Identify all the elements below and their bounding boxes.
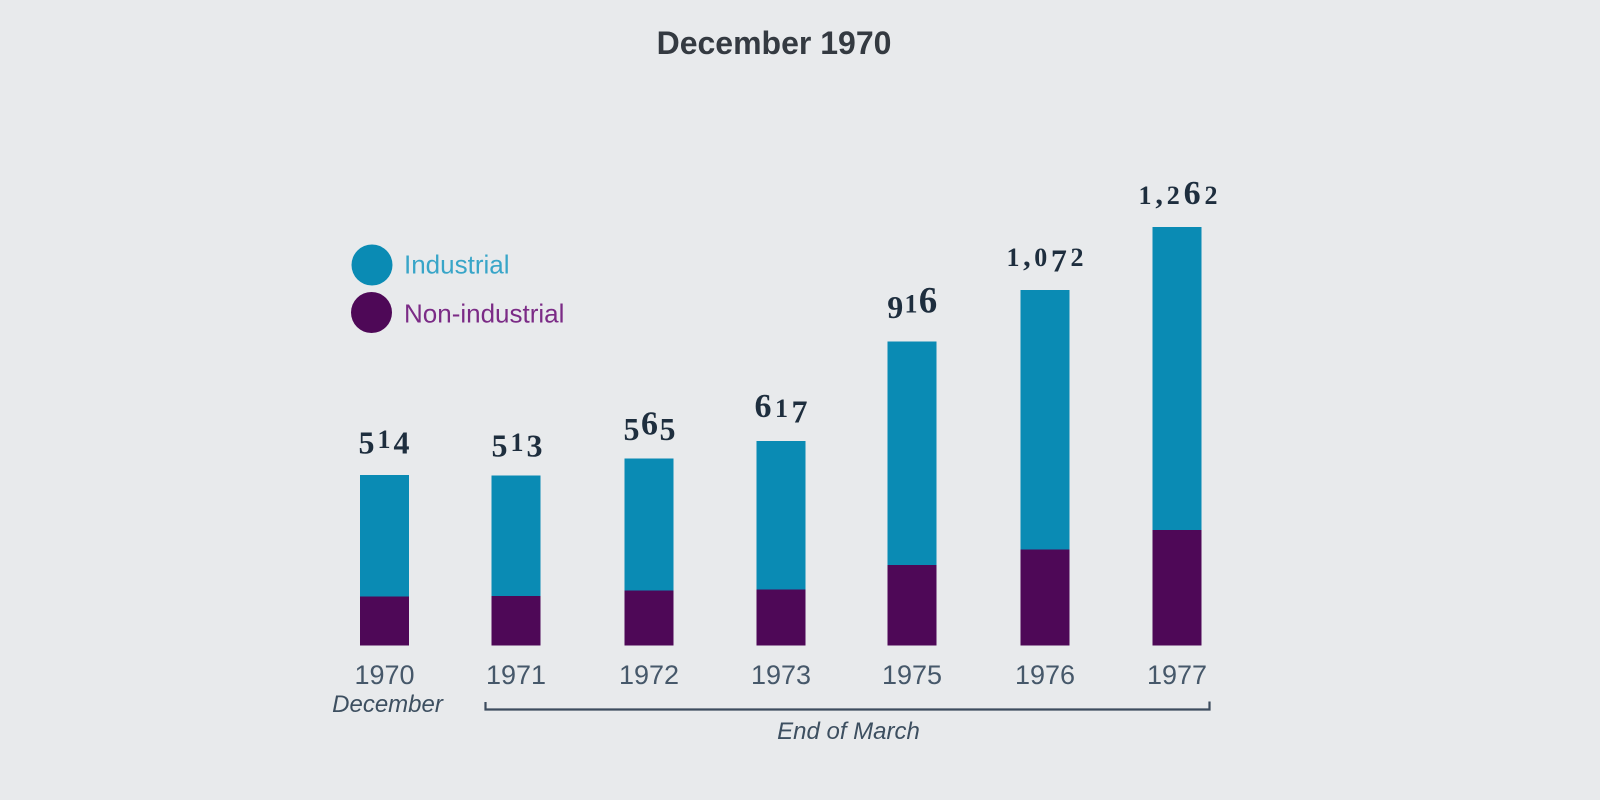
- svg-text:1977: 1977: [1147, 660, 1207, 690]
- svg-text:1,072: 1,072: [1007, 240, 1084, 279]
- svg-text:513: 5 13: [492, 428, 543, 464]
- svg-text:1972: 1972: [619, 660, 679, 690]
- svg-text:Non-industrial: Non-industrial: [404, 299, 564, 329]
- svg-text:916: 916: [887, 281, 937, 326]
- svg-text:1975: 1975: [882, 660, 942, 690]
- svg-text:December: December: [332, 691, 444, 718]
- svg-text:617: 617: [755, 388, 808, 430]
- svg-text:Industrial: Industrial: [404, 250, 510, 280]
- svg-text:514: 5 14: [359, 425, 410, 461]
- svg-text:1,262: 1,262: [1139, 175, 1218, 212]
- svg-text:565: 565: [624, 406, 676, 448]
- svg-text:December 1970: December 1970: [657, 25, 892, 61]
- svg-text:1973: 1973: [751, 660, 811, 690]
- svg-text:1971: 1971: [486, 660, 546, 690]
- svg-text:End of March: End of March: [777, 718, 920, 745]
- svg-text:1970: 1970: [354, 660, 414, 690]
- svg-text:1976: 1976: [1015, 660, 1075, 690]
